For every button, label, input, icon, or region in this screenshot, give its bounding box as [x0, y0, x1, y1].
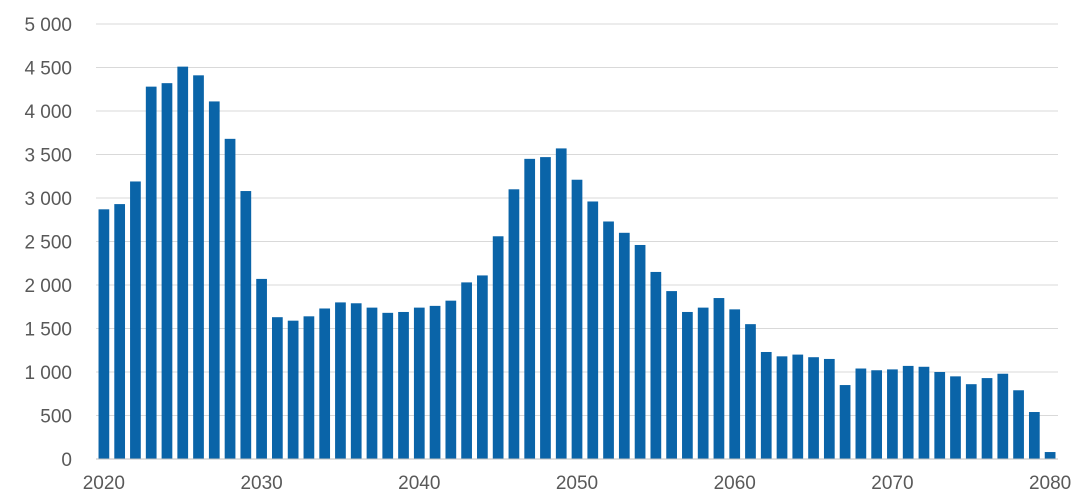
bar-2036	[350, 303, 362, 459]
bar-2058	[697, 307, 709, 459]
bar-2026	[193, 75, 204, 459]
bar-2061	[745, 324, 756, 459]
bar-2069	[871, 370, 883, 459]
y-tick-label: 2 500	[24, 233, 72, 254]
bar-2027	[208, 101, 220, 460]
bar-2053	[618, 232, 630, 459]
bar-2023	[145, 86, 157, 459]
y-tick-label: 5 000	[24, 15, 72, 36]
x-tick-label: 2050	[556, 473, 598, 494]
y-tick-label: 0	[61, 450, 72, 471]
x-tick-label: 2070	[871, 473, 913, 494]
bar-2021	[114, 204, 126, 459]
x-tick-label: 2020	[83, 473, 125, 494]
bar-2041	[429, 305, 441, 459]
bar-2072	[918, 366, 930, 459]
bar-2076	[981, 378, 993, 459]
bar-2077	[997, 373, 1009, 459]
bar-2054	[634, 244, 646, 459]
y-tick-label: 500	[40, 407, 72, 428]
bar-2049	[555, 148, 567, 459]
bar-2064	[792, 354, 804, 459]
bar-2047	[524, 158, 536, 459]
bar-2044	[477, 275, 488, 459]
bar-2033	[303, 316, 315, 459]
bar-2070	[887, 369, 898, 459]
bar-2022	[130, 181, 141, 459]
bar-2057	[682, 311, 693, 459]
bar-2028	[224, 138, 236, 459]
bar-2035	[335, 302, 346, 459]
bar-2050	[571, 179, 583, 460]
bar-2039	[398, 311, 409, 459]
x-tick-label: 2040	[398, 473, 440, 494]
x-tick-label: 2060	[714, 473, 756, 494]
bar-2073	[934, 372, 946, 459]
bar-2063	[776, 356, 788, 459]
x-tick-label: 2030	[240, 473, 282, 494]
bar-2048	[540, 157, 551, 460]
bar-2040	[413, 307, 425, 459]
bar-2038	[382, 312, 394, 459]
y-tick-label: 3 000	[24, 189, 72, 210]
bar-2067	[839, 385, 851, 459]
bar-2059	[713, 298, 725, 459]
y-tick-label: 4 000	[24, 102, 72, 123]
x-axis-tick-labels: 2020 2030 2040 2050 2060 2070 2080	[83, 473, 1072, 494]
bar-2079	[1028, 412, 1040, 459]
y-tick-label: 4 500	[24, 59, 72, 80]
bar-2062	[760, 351, 772, 459]
bar-2020	[98, 209, 110, 459]
bar-2031	[271, 317, 283, 459]
y-tick-label: 2 000	[24, 276, 72, 297]
bar-2074	[950, 376, 961, 459]
bar-2030	[256, 278, 267, 459]
bar-2024	[161, 83, 173, 459]
y-tick-label: 1 500	[24, 320, 72, 341]
bar-2071	[902, 365, 914, 459]
bar-2066	[823, 358, 835, 459]
bar-2078	[1013, 390, 1024, 459]
bar-2029	[240, 191, 252, 460]
bar-2042	[445, 300, 457, 459]
bar-2025	[177, 66, 189, 459]
bar-2056	[666, 291, 677, 459]
bar-2052	[603, 221, 614, 459]
bar-2068	[855, 368, 867, 459]
bar-2080	[1044, 452, 1056, 459]
y-tick-label: 1 000	[24, 363, 72, 384]
bar-2060	[729, 309, 741, 459]
x-tick-label: 2080	[1029, 473, 1071, 494]
bar-2043	[461, 282, 472, 459]
bar-2065	[808, 357, 819, 459]
bar-2034	[319, 308, 331, 459]
bar-2046	[508, 189, 520, 460]
y-axis-tick-labels: 0 500 1 000 1 500 2 000 2 500 3 000 3 500 4 000 4…	[24, 15, 72, 471]
bars	[98, 66, 1056, 460]
y-tick-label: 3 500	[24, 146, 72, 167]
bar-2045	[492, 236, 504, 459]
bar-2075	[965, 384, 977, 459]
bar-2032	[287, 320, 299, 459]
bar-2037	[366, 307, 378, 459]
bar-2051	[587, 201, 599, 460]
bar-2055	[650, 271, 662, 459]
